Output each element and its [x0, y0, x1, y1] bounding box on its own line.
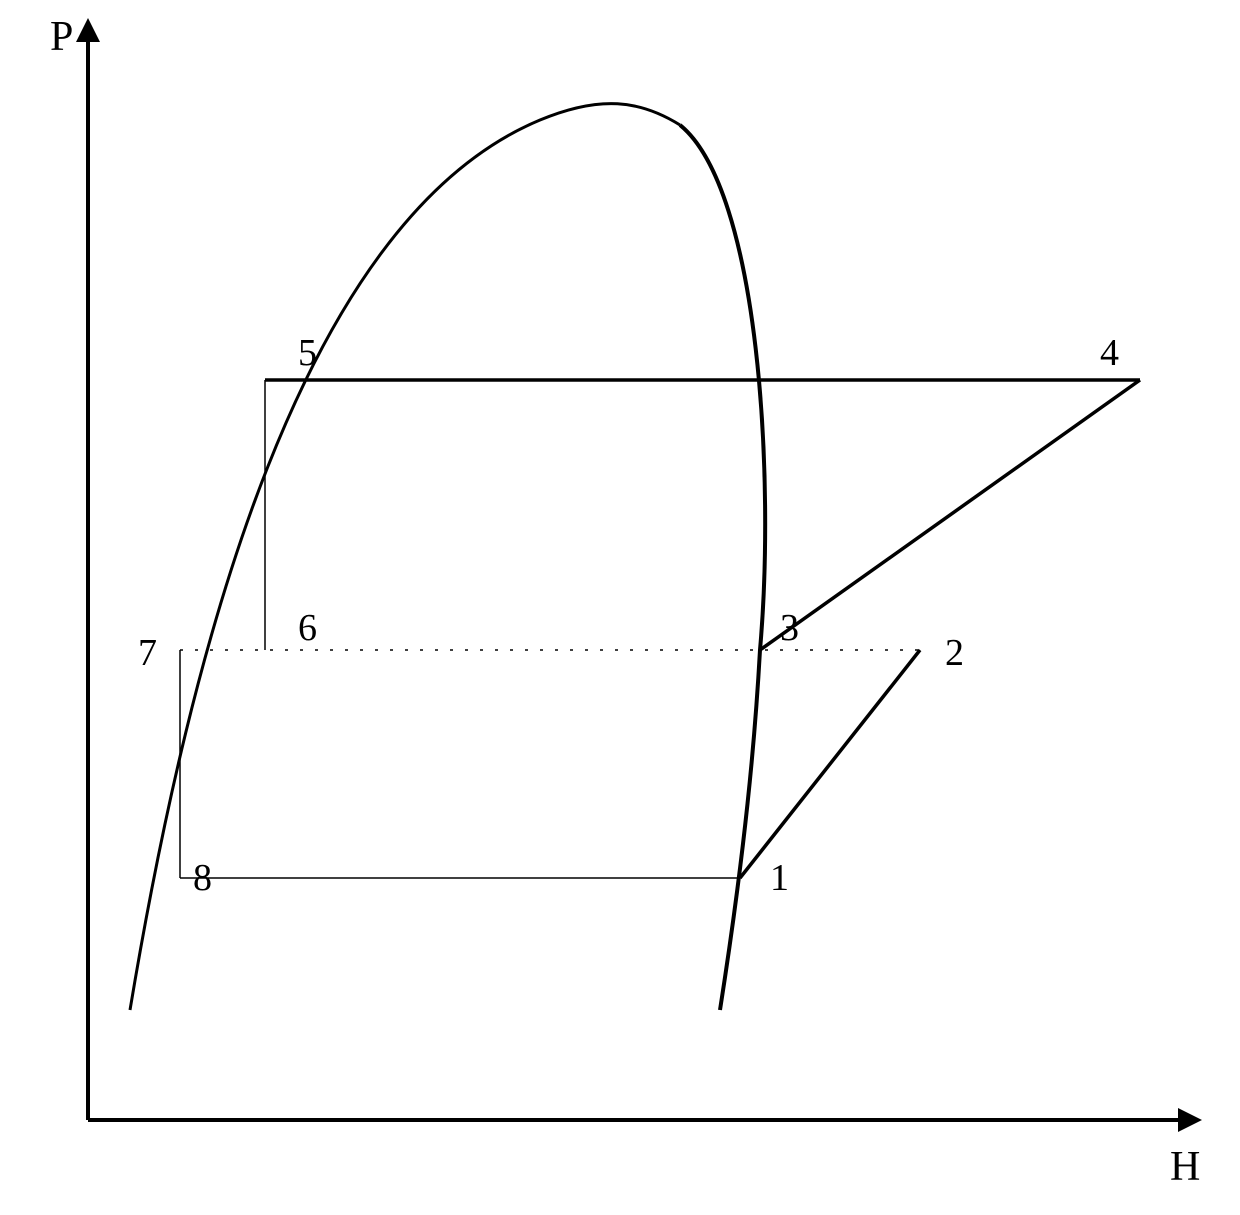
point-8-label: 8 [193, 857, 212, 899]
ph-diagram-container: P H 1 2 3 4 5 6 7 8 [0, 0, 1240, 1215]
point-6-label: 6 [298, 607, 317, 649]
ph-diagram-svg: P H 1 2 3 4 5 6 7 8 [0, 0, 1240, 1215]
line-1-2 [740, 650, 920, 878]
point-2-label: 2 [945, 632, 964, 674]
y-axis-arrow [76, 18, 100, 42]
x-axis-label: H [1170, 1144, 1200, 1190]
point-5-label: 5 [298, 332, 317, 374]
dome-liquid-curve [130, 104, 680, 1010]
point-7-label: 7 [138, 632, 157, 674]
point-1-label: 1 [770, 857, 789, 899]
line-3-4 [760, 380, 1140, 650]
point-3-label: 3 [780, 607, 799, 649]
y-axis-label: P [50, 14, 73, 60]
point-4-label: 4 [1100, 332, 1119, 374]
x-axis-arrow [1178, 1108, 1202, 1132]
